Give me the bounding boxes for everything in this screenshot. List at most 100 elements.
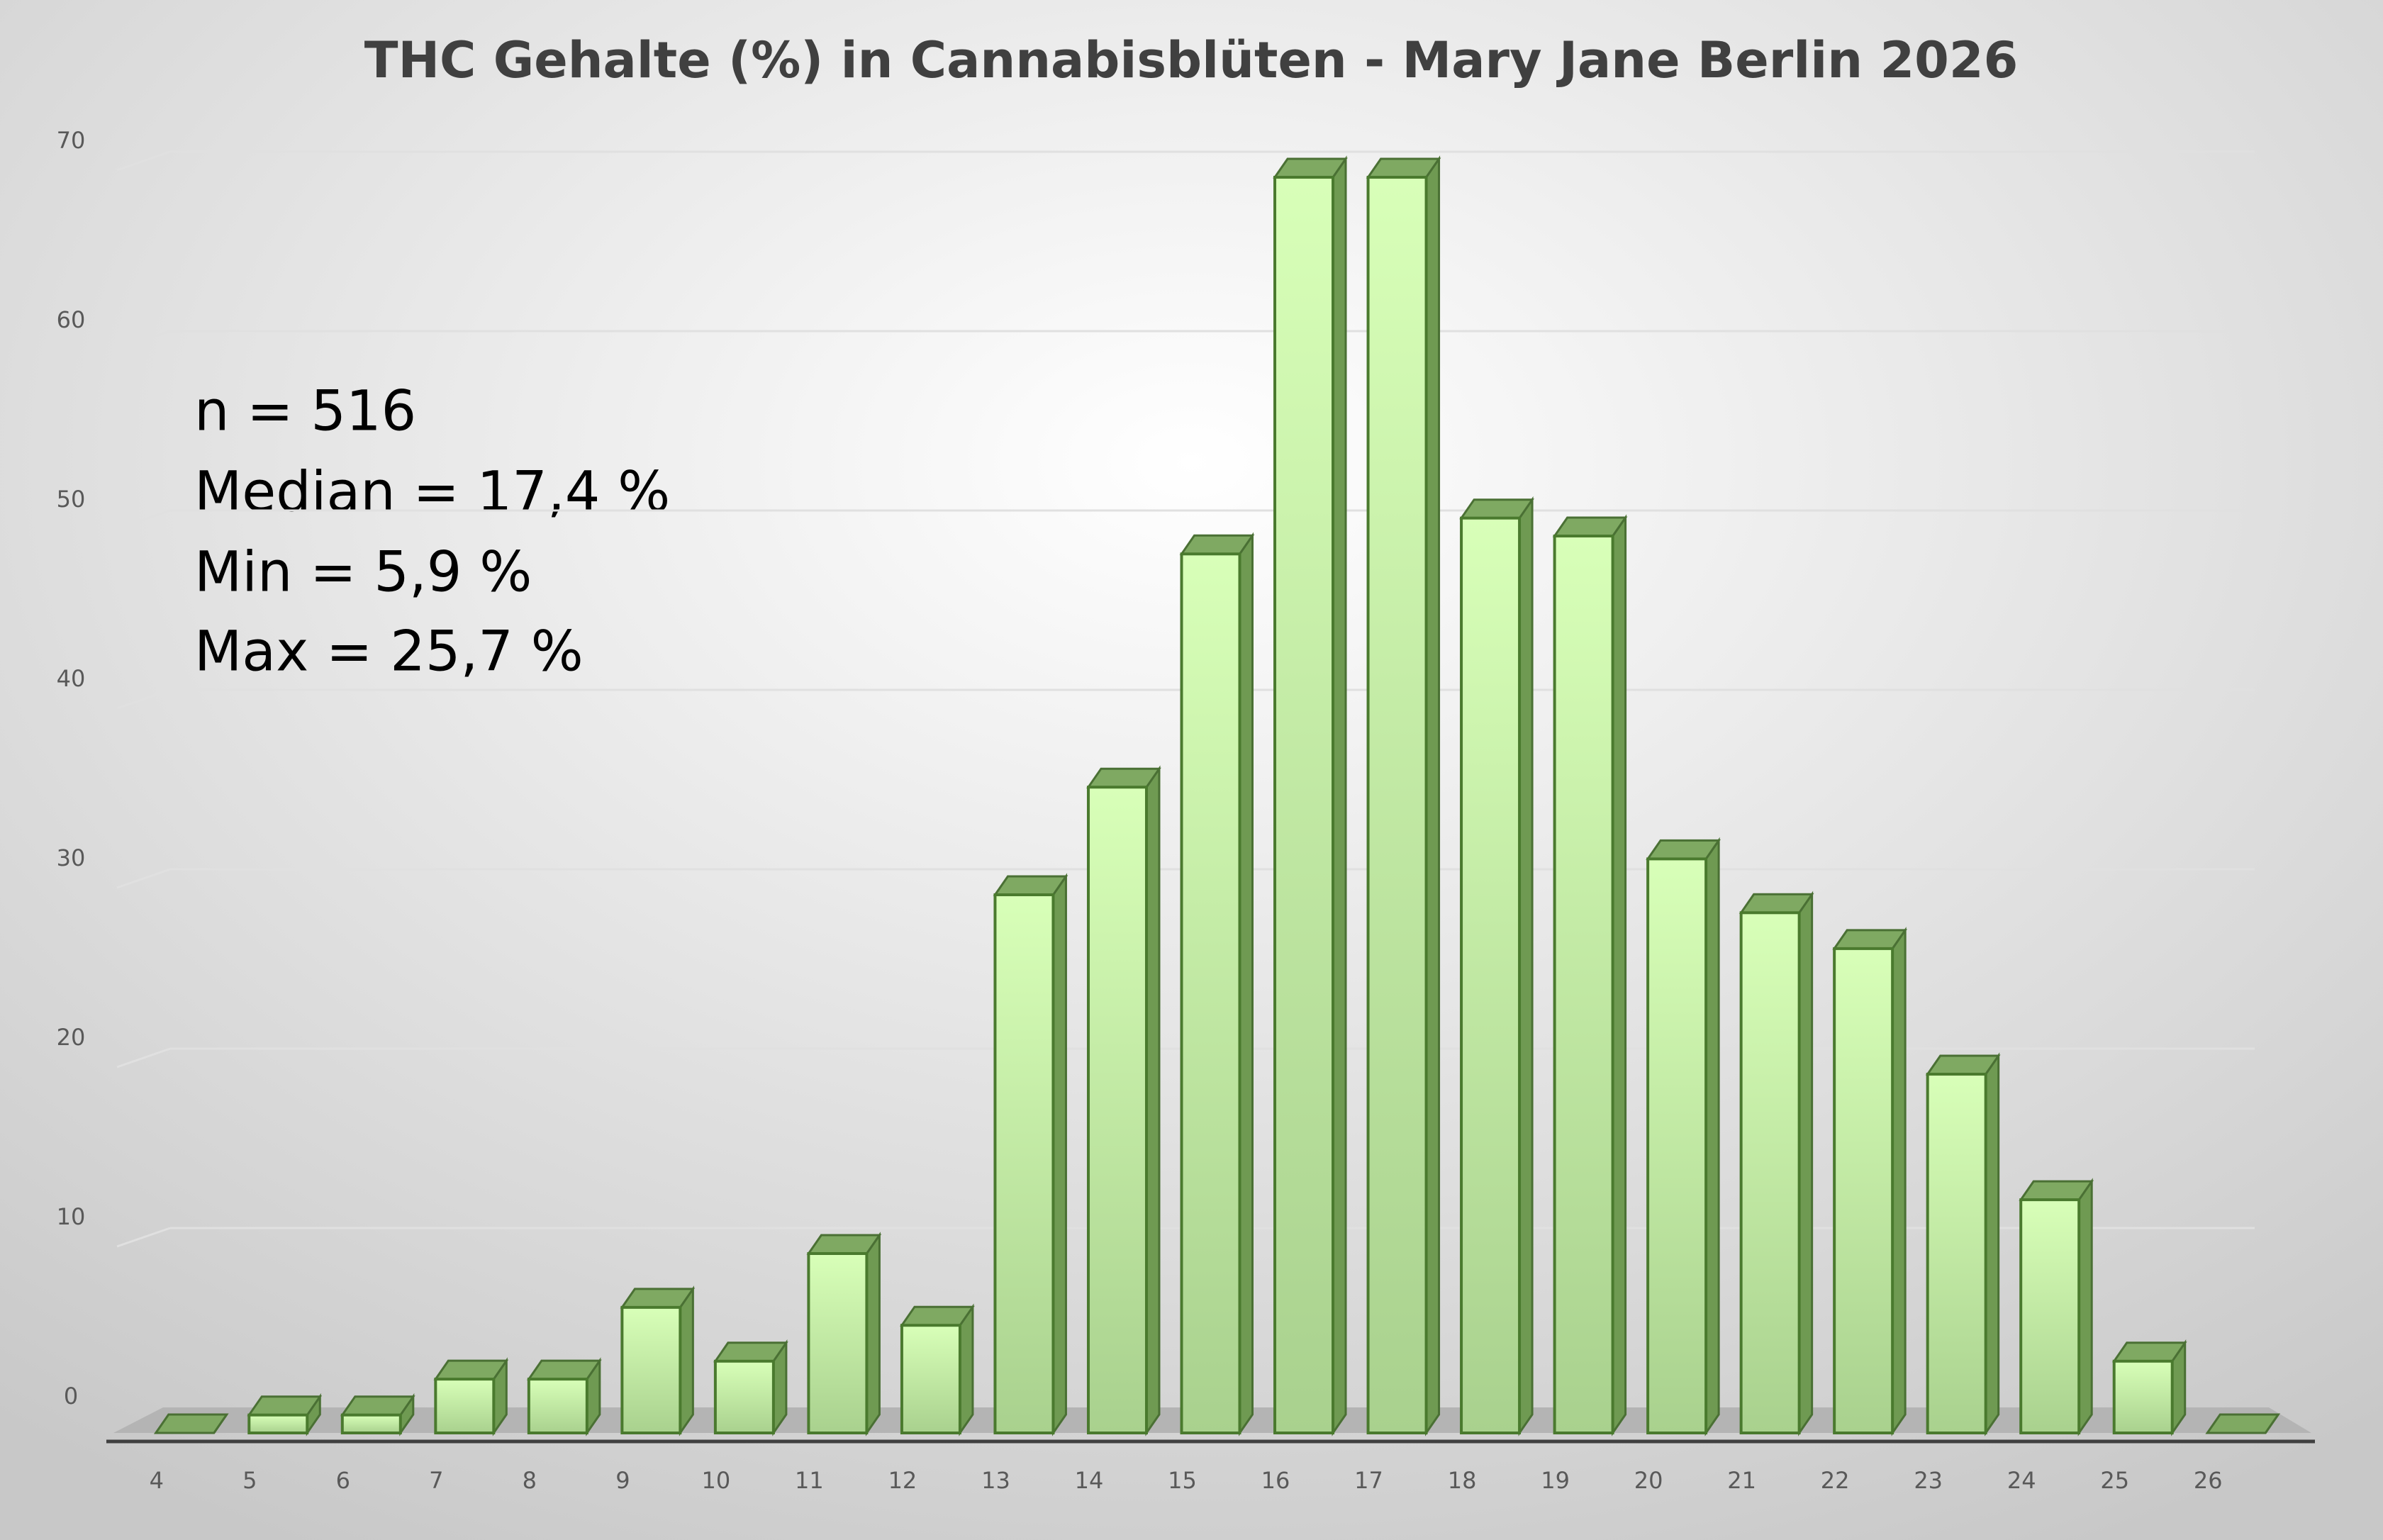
bar [1833,947,1894,1434]
x-tick-label: 7 [429,1467,443,1494]
bar [993,893,1055,1434]
annotation: n = 516 [194,379,416,443]
annotation: Min = 5,9 % [194,540,532,604]
bar-top [526,1359,602,1380]
y-tick-label: 70 [57,127,86,154]
x-tick-label: 26 [2194,1467,2223,1494]
bar [900,1324,961,1434]
x-tick-label: 4 [150,1467,164,1494]
annotation: Max = 25,7 % [194,620,584,683]
bar-top [1646,839,1721,860]
bar-top [2205,1413,2281,1434]
x-tick-label: 16 [1261,1467,1290,1494]
x-tick-label: 9 [615,1467,630,1494]
x-tick-label: 15 [1168,1467,1197,1494]
bar-side [1051,873,1067,1436]
bar-top [1273,157,1348,179]
grid-line [116,1047,171,1068]
bar-top [1739,893,1814,914]
bar-top [1366,157,1441,179]
y-tick-label: 50 [57,486,86,513]
x-tick-label: 23 [1914,1467,1943,1494]
grid-line [116,868,171,889]
x-tick-label: 18 [1448,1467,1477,1494]
bar-top [1552,516,1628,537]
bar-side [959,1303,974,1436]
bar-side [1891,927,1907,1436]
chart-title: THC Gehalte (%) in Cannabisblüten - Mary… [364,31,2019,89]
bar-side [1985,1052,2000,1436]
x-tick-label: 17 [1354,1467,1383,1494]
bar-top [247,1395,323,1417]
y-tick-label: 10 [57,1203,86,1230]
bar-side [1332,155,1347,1436]
bar [2112,1359,2174,1435]
x-tick-label: 11 [795,1467,824,1494]
bar-top [993,875,1068,896]
grid-line [116,1227,171,1248]
bar [1366,176,1428,1434]
bar [1739,911,1801,1435]
x-tick-label: 24 [2007,1467,2036,1494]
bar [807,1252,869,1434]
x-tick-label: 20 [1634,1467,1663,1494]
bar-side [1798,891,1814,1436]
x-tick-label: 14 [1075,1467,1104,1494]
bar [527,1378,588,1434]
x-tick-label: 22 [1821,1467,1850,1494]
x-tick-label: 10 [702,1467,731,1494]
bar [2019,1198,2081,1434]
bar-top [620,1288,696,1309]
bar-side [865,1232,881,1436]
bar-top [2111,1341,2187,1363]
bar-top [153,1413,229,1434]
x-tick-label: 21 [1727,1467,1756,1494]
grid-line [116,688,171,710]
bar-top [2019,1180,2094,1201]
bar-side [1145,765,1161,1436]
bar [434,1378,496,1434]
bar-side [1239,532,1254,1436]
bar [1180,552,1241,1434]
bar [1460,516,1522,1435]
y-tick-label: 60 [57,306,86,333]
bar-top [1832,929,1908,950]
bar [620,1305,682,1435]
bar-top [1086,767,1161,788]
y-tick-label: 40 [57,665,86,692]
bar-side [2077,1178,2093,1436]
grid-line [116,150,171,172]
y-tick-label: 20 [57,1024,86,1051]
x-tick-label: 19 [1541,1467,1570,1494]
y-tick-label: 0 [64,1383,78,1410]
bar [1646,857,1708,1434]
bar-top [340,1395,415,1417]
grid-line [116,509,171,530]
bar [1926,1073,1987,1434]
x-tick-label: 13 [981,1467,1010,1494]
x-tick-label: 5 [242,1467,257,1494]
bar-side [1612,514,1627,1436]
bar [247,1413,309,1434]
annotation: Median = 17,4 % [194,460,670,524]
bar [1553,535,1614,1434]
bar-top [806,1234,882,1255]
y-tick-label: 30 [57,844,86,871]
bar-side [1518,496,1534,1436]
bar-side [1425,155,1441,1436]
bar-top [900,1305,975,1327]
bar-side [1704,837,1720,1436]
bar [1273,176,1335,1434]
bar-top [433,1359,509,1380]
bar [340,1413,402,1434]
bar-top [1459,498,1534,520]
x-tick-label: 12 [888,1467,917,1494]
grid-line [116,330,171,351]
bar-side [679,1285,694,1436]
bar [1086,786,1148,1434]
x-tick-label: 25 [2100,1467,2129,1494]
x-tick-label: 6 [336,1467,350,1494]
bar-top [1179,534,1255,555]
bar [713,1359,775,1435]
